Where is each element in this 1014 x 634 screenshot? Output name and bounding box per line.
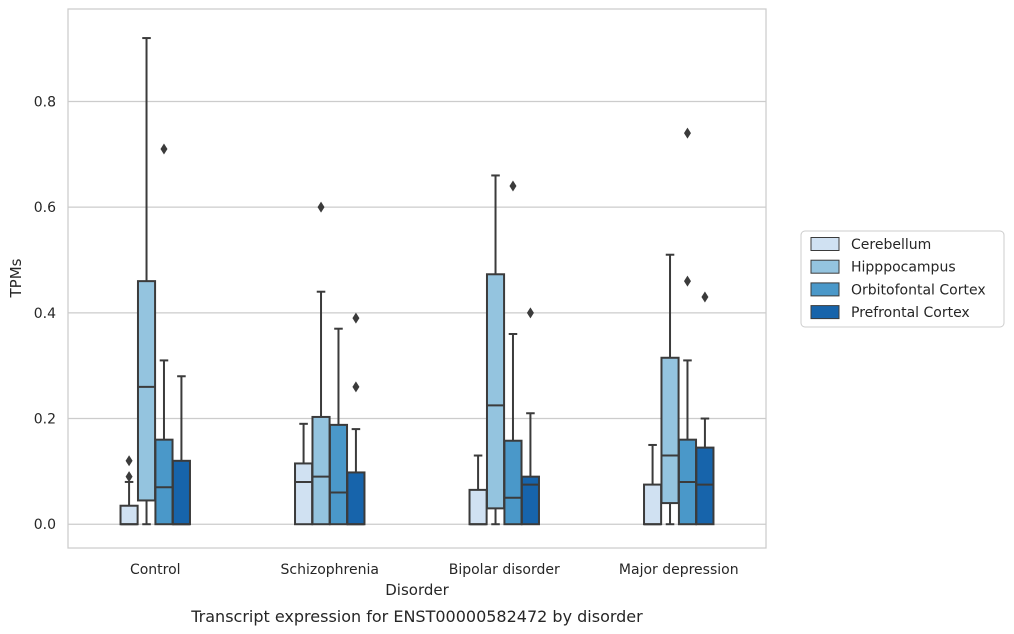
outlier-point — [352, 381, 360, 393]
outlier-point — [683, 127, 691, 139]
outlier-point — [125, 455, 133, 467]
outlier-point — [701, 291, 709, 303]
box-body — [520, 475, 540, 526]
box-body — [695, 446, 715, 526]
x-tick-label: Schizophrenia — [281, 562, 379, 578]
box-body — [485, 273, 506, 510]
box-body — [294, 462, 314, 526]
plot-area-frame — [67, 8, 767, 549]
box-body — [328, 423, 349, 526]
y-axis-label: TPMs — [7, 258, 25, 298]
legend-label: Orbitofontal Cortex — [851, 282, 986, 298]
x-tick-labels: Control Schizophrenia Bipolar disorder Majo… — [130, 562, 739, 578]
legend-label: Cerebellum — [851, 237, 931, 253]
y-tick-label: 0.8 — [34, 94, 56, 110]
box-body — [171, 459, 191, 526]
y-tick-labels: 0.0 0.2 0.4 0.6 0.8 — [34, 94, 56, 533]
outlier-point — [683, 275, 691, 287]
box-body — [660, 356, 680, 505]
legend-swatch — [810, 305, 840, 320]
box-body — [154, 438, 174, 526]
outlier-point — [509, 180, 517, 192]
y-tick-label: 0.2 — [34, 412, 56, 428]
legend-frame — [800, 230, 1005, 328]
y-tick-label: 0.4 — [34, 306, 56, 322]
x-tick-label: Bipolar disorder — [449, 562, 560, 578]
box-body — [119, 504, 139, 526]
box-body — [346, 471, 366, 526]
outlier-point — [526, 307, 534, 319]
y-tick-label: 0.6 — [34, 200, 56, 216]
x-axis-label: Disorder — [385, 581, 449, 599]
chart-caption: Transcript expression for ENST0000058247… — [190, 607, 643, 626]
box-body — [503, 439, 523, 526]
outlier-point — [317, 201, 325, 213]
x-tick-label: Major depression — [619, 562, 739, 578]
box-body — [468, 488, 488, 526]
series-cerebellum — [119, 422, 663, 526]
legend-label: Hipppocampus — [851, 260, 956, 276]
box-body — [136, 280, 157, 502]
outlier-point — [352, 312, 360, 324]
box-body — [311, 415, 331, 526]
outlier-point — [160, 143, 168, 155]
y-tick-label: 0.0 — [34, 517, 56, 533]
series-prefrontal-cortex — [171, 291, 715, 526]
series-orbitofontal-cortex — [154, 127, 698, 526]
legend-swatch — [810, 259, 840, 274]
outlier-point — [125, 471, 133, 483]
box-series-layer — [119, 37, 715, 526]
series-hipppocampus — [136, 37, 680, 526]
legend-swatch — [810, 282, 840, 297]
box-body — [643, 483, 663, 526]
x-tick-label: Control — [130, 562, 181, 578]
legend-label: Prefrontal Cortex — [851, 305, 970, 321]
legend-swatch — [810, 237, 840, 251]
legend: Cerebellum Hipppocampus Orbitofontal Corte… — [800, 230, 1005, 328]
